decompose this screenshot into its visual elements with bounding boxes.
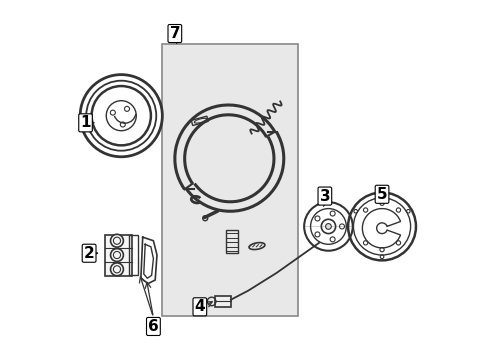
Text: 3: 3 [319,189,329,203]
Bar [191,116,208,126]
Text: 2: 2 [83,246,94,261]
Bar [129,235,138,275]
Text: 7: 7 [169,26,180,41]
Bar [215,296,230,307]
Bar [225,230,238,253]
Circle shape [325,224,331,229]
Wedge shape [362,208,400,248]
Text: 1: 1 [80,115,91,130]
Bar [162,44,298,316]
Text: 5: 5 [376,187,386,202]
Text: 4: 4 [194,299,205,314]
Bar [105,235,132,276]
Circle shape [110,234,123,247]
Circle shape [110,249,123,261]
Text: 6: 6 [148,319,159,334]
Circle shape [110,263,123,276]
